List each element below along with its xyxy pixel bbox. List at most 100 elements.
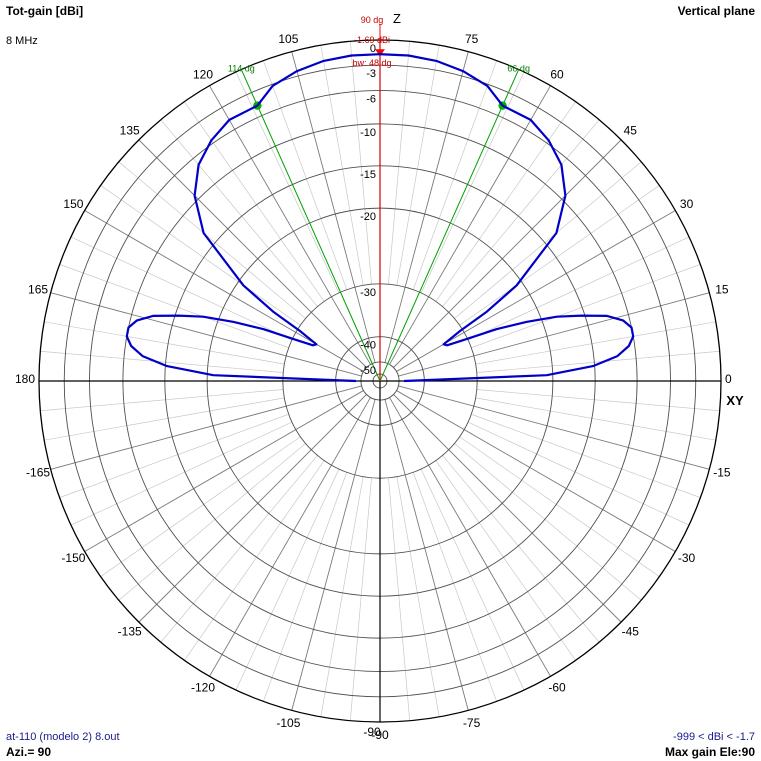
fine-spoke <box>44 321 285 365</box>
pattern-point <box>136 319 138 321</box>
pattern-point <box>443 343 445 345</box>
angle-label: 150 <box>63 197 83 211</box>
fine-spoke <box>476 389 720 412</box>
angle-label: -135 <box>118 624 142 638</box>
radial-tick-label: 0 <box>370 43 376 55</box>
file-label: at-110 (modelo 2) 8.out <box>6 731 120 743</box>
fine-spoke <box>435 101 576 302</box>
pattern-point <box>530 119 532 121</box>
main-spoke <box>209 397 371 677</box>
angle-label: 75 <box>465 32 479 46</box>
radial-tick-label: -40 <box>360 340 376 352</box>
fine-spoke <box>59 413 289 498</box>
pattern-point <box>379 53 381 55</box>
radial-tick-label: -20 <box>360 211 376 223</box>
max-gain-label: Max gain Ele:90 <box>664 745 755 759</box>
fine-spoke <box>467 236 690 341</box>
main-spoke <box>398 385 710 470</box>
pattern-point <box>495 328 497 330</box>
fine-spoke <box>100 185 301 326</box>
beam-edge-label: 114 dg <box>228 63 255 73</box>
pattern-point <box>632 335 634 337</box>
pattern-point <box>622 319 624 321</box>
fine-spoke <box>471 264 701 349</box>
pattern-point <box>194 195 196 197</box>
fine-spoke <box>459 185 660 326</box>
angle-label: -30 <box>678 551 696 565</box>
fine-spoke <box>263 472 348 702</box>
max-direction-marker <box>375 49 385 57</box>
pattern-point <box>592 365 594 367</box>
main-spoke <box>50 292 362 377</box>
fine-spoke <box>100 436 301 577</box>
fine-spoke <box>475 397 716 441</box>
pattern-point <box>556 316 558 318</box>
pattern-point <box>555 232 558 234</box>
pattern-point <box>486 311 488 313</box>
max-angle-label: 90 dg <box>361 15 384 25</box>
fine-spoke <box>263 60 348 290</box>
fine-spoke <box>475 321 716 365</box>
main-spoke <box>138 394 367 623</box>
pattern-point <box>233 321 235 323</box>
pattern-point <box>312 344 314 346</box>
plane-label: Vertical plane <box>677 4 755 18</box>
radial-tick-label: -50 <box>360 365 376 377</box>
angle-label: -120 <box>191 681 215 695</box>
fine-spoke <box>442 455 600 643</box>
fine-spoke <box>235 468 340 691</box>
angle-label: -105 <box>276 716 300 730</box>
pattern-point <box>127 326 130 329</box>
pattern-point <box>560 164 563 166</box>
main-spoke <box>384 399 469 711</box>
angle-label: 165 <box>28 282 48 296</box>
fine-spoke <box>59 264 289 349</box>
beam-edge-line <box>240 69 381 382</box>
frequency-label: 8 MHz <box>6 35 38 47</box>
fine-spoke <box>388 477 411 721</box>
pattern-point <box>435 60 437 62</box>
fine-spoke <box>396 45 440 286</box>
main-spoke <box>384 51 469 363</box>
pattern-point <box>202 316 204 318</box>
pattern-point <box>294 339 296 341</box>
main-spoke <box>291 399 376 711</box>
fine-spoke <box>467 421 690 526</box>
pattern-point <box>256 105 258 107</box>
angle-label: 0 <box>725 372 732 386</box>
pattern-point <box>350 54 353 57</box>
radial-tick-label: -6 <box>366 93 376 105</box>
pattern-point <box>548 139 550 141</box>
angle-label: 30 <box>680 197 694 211</box>
fine-spoke <box>396 476 440 717</box>
fine-spoke <box>184 101 325 302</box>
angle-label: -60 <box>548 681 566 695</box>
z-axis-label: Z <box>393 11 401 26</box>
main-spoke <box>84 390 364 552</box>
angle-label: -15 <box>713 466 731 480</box>
fine-spoke <box>476 350 720 373</box>
fine-spoke <box>420 468 525 691</box>
pattern-point <box>126 335 128 337</box>
fine-spoke <box>412 472 497 702</box>
fine-spoke <box>320 45 364 286</box>
pattern-point <box>210 139 212 141</box>
fine-spoke <box>118 161 306 319</box>
main-spoke <box>389 85 551 365</box>
main-spoke <box>396 210 676 372</box>
radial-tick-label: -10 <box>360 127 376 139</box>
fine-spoke <box>412 60 497 290</box>
pattern-point <box>203 232 205 234</box>
main-spoke <box>50 385 362 470</box>
pattern-point <box>355 380 357 382</box>
pattern-point <box>166 365 168 367</box>
angle-label: 120 <box>193 67 213 81</box>
fine-spoke <box>454 161 642 319</box>
range-label: -999 < dBi < -1.7 <box>673 731 755 743</box>
fine-spoke <box>44 397 285 441</box>
angle-label: -150 <box>61 551 85 565</box>
angle-label: 45 <box>624 124 638 138</box>
pattern-point <box>616 355 619 357</box>
main-spoke <box>389 397 551 677</box>
angle-label: -165 <box>26 466 50 480</box>
